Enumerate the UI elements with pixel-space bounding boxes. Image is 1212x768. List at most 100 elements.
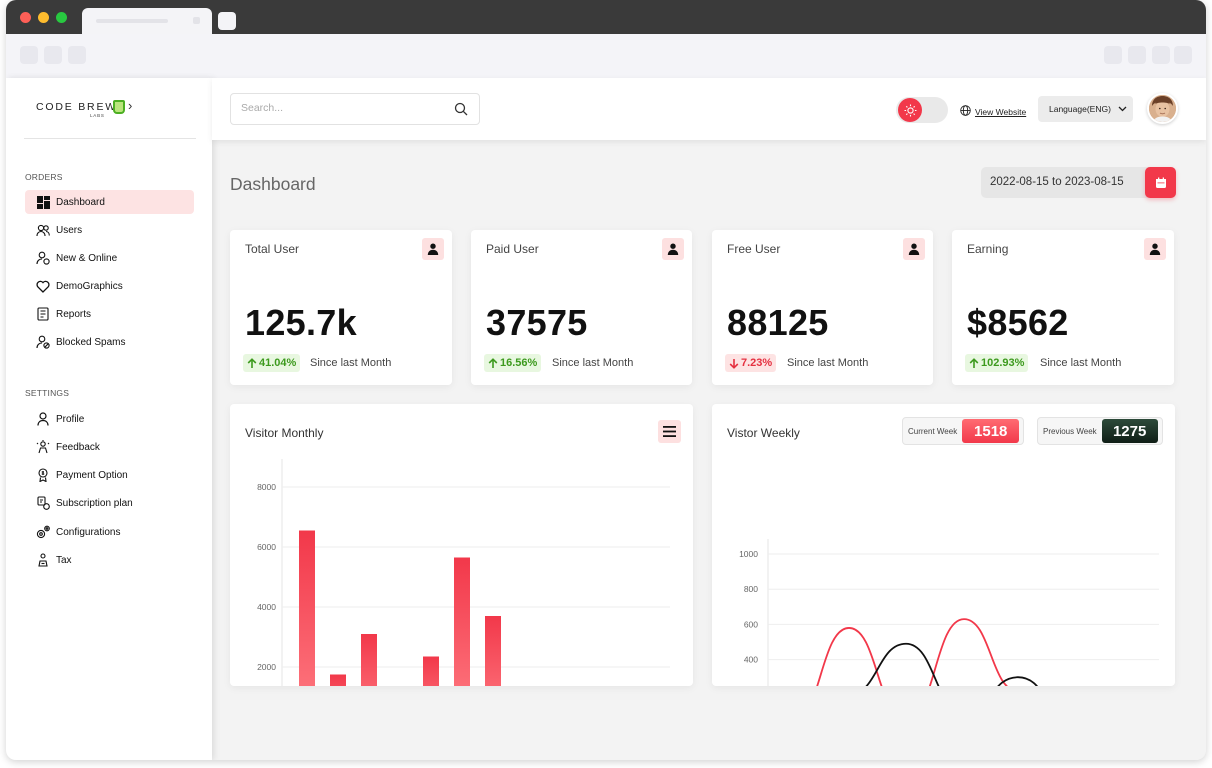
- bar[interactable]: [361, 634, 377, 686]
- series-line-1[interactable]: [764, 618, 1155, 686]
- stat-change-value: 41.04%: [259, 357, 297, 369]
- y-tick-label: 4000: [257, 602, 276, 612]
- search-input[interactable]: [241, 102, 441, 114]
- user-icon: [662, 238, 684, 260]
- bar[interactable]: [423, 656, 439, 687]
- previous-week-box[interactable]: Previous Week 1275: [1037, 417, 1163, 445]
- gears-icon: [36, 525, 50, 539]
- sidebar-item-dashboard[interactable]: Dashboard: [25, 190, 194, 214]
- tab-close-icon[interactable]: [193, 17, 200, 24]
- close-window-button[interactable]: [20, 12, 31, 23]
- toolbar-button-1[interactable]: [1104, 46, 1122, 64]
- stat-value: 125.7k: [245, 302, 357, 343]
- current-week-box[interactable]: Current Week 1518: [902, 417, 1024, 445]
- stat-card-paid-user: Paid User 37575 16.56% Since last Month: [471, 230, 692, 385]
- forward-button[interactable]: [44, 46, 62, 64]
- stat-since-label: Since last Month: [552, 357, 634, 369]
- feedback-icon: [36, 440, 50, 454]
- sidebar: CODE BREW LABS › ORDERS Dashboard Users: [6, 78, 212, 760]
- user-icon: [422, 238, 444, 260]
- sidebar-item-configurations[interactable]: Configurations: [25, 520, 194, 544]
- toolbar-button-4[interactable]: [1174, 46, 1192, 64]
- stat-change-badge: 41.04%: [243, 354, 301, 372]
- bar[interactable]: [485, 616, 501, 686]
- previous-week-value: 1275: [1101, 419, 1158, 443]
- report-icon: [36, 307, 50, 321]
- visitor-weekly-card: Vistor Weekly Current Week 1518 Previous…: [712, 404, 1175, 686]
- browser-window: CODE BREW LABS › ORDERS Dashboard Users: [6, 0, 1206, 760]
- view-website-link[interactable]: View Website: [960, 103, 1026, 121]
- sidebar-divider: [24, 138, 196, 139]
- toolbar-button-2[interactable]: [1128, 46, 1146, 64]
- avatar[interactable]: [1147, 93, 1178, 124]
- sidebar-item-users[interactable]: Users: [25, 218, 194, 242]
- users-icon: [36, 223, 50, 237]
- subscription-icon: [36, 496, 50, 510]
- sidebar-item-subscription-plan[interactable]: Subscription plan: [25, 491, 194, 515]
- theme-toggle[interactable]: [896, 97, 948, 123]
- stat-change-badge: 16.56%: [484, 354, 542, 372]
- sun-icon: [898, 98, 922, 122]
- sidebar-item-label: Feedback: [56, 441, 100, 453]
- profile-icon: [36, 412, 50, 426]
- tax-icon: [36, 553, 50, 567]
- language-label: Language(ENG): [1049, 104, 1111, 114]
- page-title: Dashboard: [230, 174, 316, 194]
- stat-title: Total User: [245, 242, 300, 256]
- sidebar-item-reports[interactable]: Reports: [25, 302, 194, 326]
- y-tick-label: 400: [744, 655, 758, 665]
- sidebar-item-tax[interactable]: Tax: [25, 548, 194, 572]
- stat-since-label: Since last Month: [787, 357, 869, 369]
- sidebar-item-payment-option[interactable]: Payment Option: [25, 463, 194, 487]
- arrow-down-icon: [729, 358, 739, 369]
- browser-toolbar: [6, 34, 1206, 78]
- date-range-text: 2022-08-15 to 2023-08-15: [990, 176, 1124, 188]
- maximize-window-button[interactable]: [56, 12, 67, 23]
- sidebar-item-label: Dashboard: [56, 196, 105, 208]
- current-week-label: Current Week: [908, 426, 958, 436]
- bar[interactable]: [299, 530, 315, 687]
- calendar-button[interactable]: [1145, 167, 1176, 198]
- minimize-window-button[interactable]: [38, 12, 49, 23]
- chart-title: Vistor Weekly: [727, 426, 800, 440]
- sidebar-item-blocked-spams[interactable]: Blocked Spams: [25, 330, 194, 354]
- y-tick-label: 6000: [257, 542, 276, 552]
- sidebar-item-feedback[interactable]: Feedback: [25, 435, 194, 459]
- stat-change-value: 16.56%: [500, 357, 538, 369]
- topbar: View Website Language(ENG): [212, 78, 1206, 140]
- browser-tab[interactable]: [82, 8, 212, 34]
- new-tab-button[interactable]: [218, 12, 236, 30]
- chevron-down-icon: [1118, 106, 1127, 112]
- stat-since-label: Since last Month: [1040, 357, 1122, 369]
- heart-icon: [36, 279, 50, 293]
- menu-icon: [663, 426, 676, 437]
- reload-button[interactable]: [68, 46, 86, 64]
- chart-menu-button[interactable]: [658, 420, 681, 443]
- series-line-2[interactable]: [764, 642, 1155, 686]
- sidebar-item-new-online[interactable]: New & Online: [25, 246, 194, 270]
- language-select[interactable]: Language(ENG): [1038, 96, 1133, 122]
- stat-title: Paid User: [486, 242, 539, 256]
- stat-title: Free User: [727, 242, 781, 256]
- sidebar-item-label: Subscription plan: [56, 497, 133, 509]
- payment-icon: [36, 468, 50, 482]
- bar[interactable]: [454, 557, 470, 687]
- arrow-up-icon: [247, 357, 257, 368]
- bar[interactable]: [330, 674, 346, 687]
- search-icon[interactable]: [454, 102, 468, 121]
- user-icon: [1144, 238, 1166, 260]
- visitor-weekly-chart: 02004006008001000MonTueWedThuFriSatSun: [739, 539, 1159, 686]
- browser-titlebar: [6, 0, 1206, 34]
- sidebar-item-demographics[interactable]: DemoGraphics: [25, 274, 194, 298]
- sidebar-item-profile[interactable]: Profile: [25, 407, 194, 431]
- date-range-picker[interactable]: 2022-08-15 to 2023-08-15: [981, 167, 1176, 198]
- visitor-monthly-chart: 02000400060008000JanFebMarAprMayJunJulAu…: [257, 459, 670, 687]
- stat-change-badge: 7.23%: [725, 354, 777, 372]
- sidebar-item-label: Reports: [56, 308, 92, 320]
- toolbar-button-3[interactable]: [1152, 46, 1170, 64]
- y-tick-label: 1000: [739, 549, 758, 559]
- back-button[interactable]: [20, 46, 38, 64]
- sidebar-item-label: Payment Option: [56, 469, 128, 481]
- stat-card-earning: Earning $8562 102.93% Since last Month: [952, 230, 1174, 385]
- arrow-up-icon: [488, 357, 498, 368]
